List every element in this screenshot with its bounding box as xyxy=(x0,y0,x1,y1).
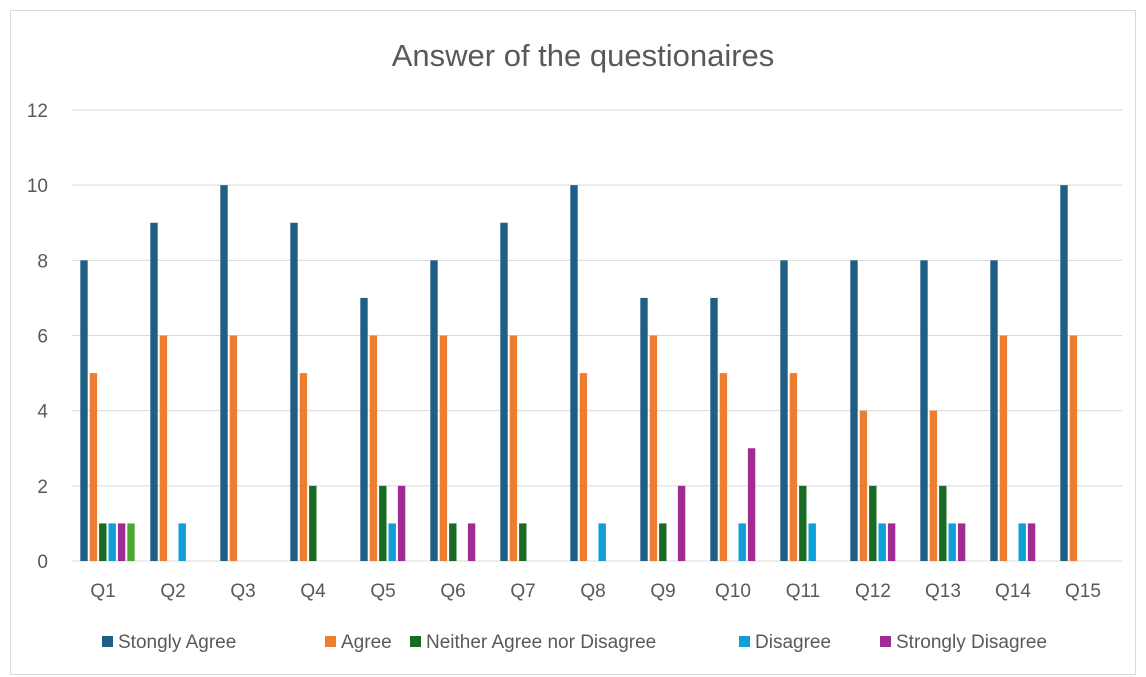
y-tick-label: 6 xyxy=(37,327,48,348)
bar-q13-series-1 xyxy=(929,410,938,561)
x-tick-label: Q13 xyxy=(925,581,961,602)
x-tick-label: Q14 xyxy=(995,581,1031,602)
x-tick-label: Q7 xyxy=(510,581,535,602)
bar-q9-series-4 xyxy=(677,485,686,561)
bar-q1-series-1 xyxy=(89,373,98,561)
bar-q10-series-3 xyxy=(738,523,746,561)
bar-q12-series-1 xyxy=(859,410,868,561)
y-tick-label: 10 xyxy=(27,176,48,197)
x-axis-tick-labels: Q1 Q2 Q3 Q4 Q5 Q6 Q7 Q8 Q9 Q10 Q11 Q12 Q13 Q14 Q15 xyxy=(90,581,1101,602)
bar-q2-series-1 xyxy=(159,335,168,561)
bar-q15-series-1 xyxy=(1069,335,1078,561)
y-tick-label: 0 xyxy=(37,552,48,573)
bar-q5-series-4 xyxy=(397,485,406,561)
bar-q13-series-4 xyxy=(957,523,966,561)
legend-label: Stongly Agree xyxy=(118,632,236,653)
bar-q5-series-0 xyxy=(360,297,368,561)
bar-q14-series-3 xyxy=(1018,523,1026,561)
bar-q6-series-4 xyxy=(467,523,476,561)
bar-q1-series-2 xyxy=(99,523,107,561)
bar-q1-series-0 xyxy=(80,260,88,561)
x-tick-label: Q2 xyxy=(160,581,185,602)
bar-q1-series-3 xyxy=(108,523,116,561)
bar-q7-series-0 xyxy=(500,222,508,561)
bar-q15-series-0 xyxy=(1060,185,1068,561)
legend-label: Agree xyxy=(341,632,392,653)
bar-q11-series-1 xyxy=(789,373,798,561)
bar-q5-series-2 xyxy=(379,485,387,561)
y-tick-label: 4 xyxy=(37,402,48,423)
x-tick-label: Q1 xyxy=(90,581,115,602)
x-tick-label: Q11 xyxy=(786,581,821,602)
bar-q10-series-0 xyxy=(710,297,718,561)
bar-q10-series-1 xyxy=(719,373,728,561)
legend-swatch xyxy=(102,636,113,647)
legend: Stongly Agree Agree Neither Agree nor Disa… xyxy=(102,632,1047,653)
x-tick-label: Q5 xyxy=(370,581,395,602)
y-axis-tick-labels: 0 2 4 6 8 10 12 xyxy=(27,101,49,573)
legend-swatch xyxy=(880,636,891,647)
bar-q6-series-2 xyxy=(449,523,457,561)
legend-label: Disagree xyxy=(755,632,831,653)
bar-q12-series-4 xyxy=(887,523,896,561)
x-tick-label: Q4 xyxy=(300,581,326,602)
bar-q6-series-1 xyxy=(439,335,448,561)
y-tick-label: 2 xyxy=(37,477,48,498)
bar-q4-series-1 xyxy=(299,373,308,561)
bar-q1-series-5 xyxy=(127,523,135,561)
legend-swatch xyxy=(325,636,336,647)
bar-q12-series-0 xyxy=(850,260,858,561)
bar-q5-series-1 xyxy=(369,335,378,561)
bar-q14-series-1 xyxy=(999,335,1008,561)
x-tick-label: Q6 xyxy=(440,581,465,602)
bar-q4-series-0 xyxy=(290,222,298,561)
bar-q10-series-4 xyxy=(747,448,756,561)
bar-q13-series-0 xyxy=(920,260,928,561)
bar-q11-series-0 xyxy=(780,260,788,561)
x-tick-label: Q9 xyxy=(650,581,675,602)
bar-q13-series-3 xyxy=(948,523,956,561)
x-tick-label: Q10 xyxy=(715,581,751,602)
bar-q9-series-1 xyxy=(649,335,658,561)
bar-q7-series-1 xyxy=(509,335,518,561)
x-tick-label: Q8 xyxy=(580,581,605,602)
bar-q12-series-3 xyxy=(878,523,886,561)
bar-q6-series-0 xyxy=(430,260,438,561)
bar-q3-series-0 xyxy=(220,185,228,561)
bar-q2-series-0 xyxy=(150,222,158,561)
bar-q8-series-0 xyxy=(570,185,578,561)
legend-swatch xyxy=(410,636,421,647)
x-tick-label: Q12 xyxy=(855,581,891,602)
bar-q7-series-2 xyxy=(519,523,527,561)
y-tick-label: 8 xyxy=(37,251,48,272)
bar-q11-series-2 xyxy=(799,485,807,561)
bar-q8-series-1 xyxy=(579,373,588,561)
bar-q13-series-2 xyxy=(939,485,947,561)
bars xyxy=(80,185,1078,561)
bar-q14-series-0 xyxy=(990,260,998,561)
bar-q11-series-3 xyxy=(808,523,816,561)
bar-q2-series-3 xyxy=(178,523,186,561)
bar-q9-series-2 xyxy=(659,523,667,561)
legend-label: Neither Agree nor Disagree xyxy=(426,632,656,653)
chart-title: Answer of the questionaires xyxy=(392,38,775,73)
legend-swatch xyxy=(739,636,750,647)
bar-q4-series-2 xyxy=(309,485,317,561)
gridlines xyxy=(72,109,1122,562)
bar-q8-series-3 xyxy=(598,523,606,561)
legend-label: Strongly Disagree xyxy=(896,632,1047,653)
x-tick-label: Q15 xyxy=(1065,581,1101,602)
bar-q5-series-3 xyxy=(388,523,396,561)
y-tick-label: 12 xyxy=(27,101,48,122)
bar-q12-series-2 xyxy=(869,485,877,561)
bar-q14-series-4 xyxy=(1027,523,1036,561)
bar-q9-series-0 xyxy=(640,297,648,561)
bar-q1-series-4 xyxy=(117,523,126,561)
x-tick-label: Q3 xyxy=(230,581,255,602)
bar-q3-series-1 xyxy=(229,335,238,561)
